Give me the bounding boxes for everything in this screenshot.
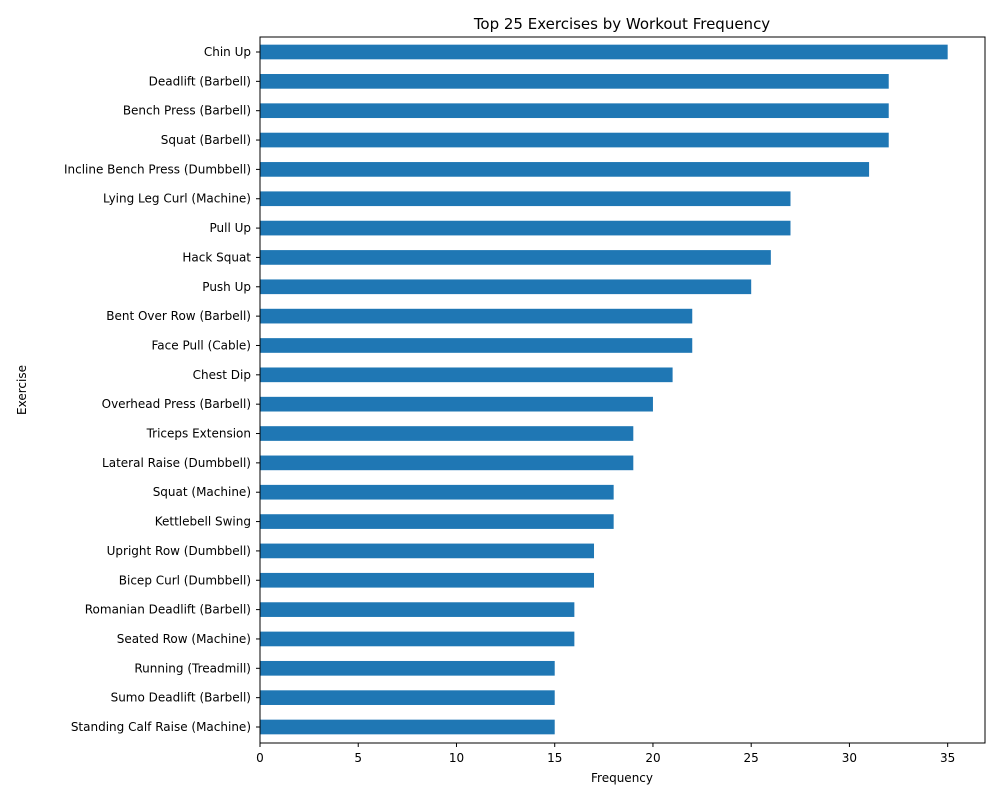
x-tick-label: 0 [256, 751, 264, 765]
bar [260, 338, 693, 353]
y-tick-label: Squat (Machine) [153, 485, 251, 499]
x-tick-label: 25 [744, 751, 759, 765]
bar [260, 250, 771, 265]
y-tick-label: Lying Leg Curl (Machine) [103, 192, 251, 206]
bar [260, 572, 595, 588]
y-tick-label: Lateral Raise (Dumbbell) [102, 456, 251, 470]
bar [260, 514, 614, 529]
y-tick-label: Kettlebell Swing [155, 515, 251, 529]
y-axis-label: Exercise [15, 365, 29, 415]
y-tick-label: Pull Up [209, 221, 251, 235]
bar [260, 220, 791, 236]
bar [260, 132, 889, 148]
x-tick-label: 15 [547, 751, 562, 765]
bar [260, 191, 791, 207]
y-tick-label: Chest Dip [193, 368, 251, 382]
y-tick-label: Running (Treadmill) [134, 661, 251, 675]
y-tick-label: Upright Row (Dumbbell) [107, 544, 251, 558]
x-tick-label: 30 [842, 751, 857, 765]
bar [260, 74, 889, 89]
bar [260, 455, 634, 471]
y-tick-label: Push Up [202, 280, 251, 294]
chart-title: Top 25 Exercises by Workout Frequency [473, 15, 770, 33]
bar [260, 631, 575, 647]
bar [260, 484, 614, 500]
bars-group [260, 44, 948, 735]
y-tick-label: Sumo Deadlift (Barbell) [111, 691, 251, 705]
bar [260, 543, 595, 559]
bar [260, 103, 889, 119]
bar [260, 367, 673, 383]
y-tick-label: Face Pull (Cable) [152, 338, 252, 352]
bar [260, 426, 634, 441]
x-tick-label: 20 [645, 751, 660, 765]
x-tick-label: 5 [354, 751, 362, 765]
y-tick-label: Hack Squat [182, 250, 251, 264]
x-axis-ticks: 0 5 10 15 20 25 30 35 [256, 743, 955, 765]
x-tick-label: 35 [940, 751, 955, 765]
bar [260, 396, 653, 412]
bar [260, 690, 555, 705]
bar [260, 162, 870, 177]
x-axis-label: Frequency [591, 771, 653, 785]
plot-frame [259, 36, 986, 744]
bar [260, 308, 693, 324]
x-tick-label: 10 [449, 751, 464, 765]
y-tick-label: Bench Press (Barbell) [123, 104, 251, 118]
y-axis-ticks: Chin Up Deadlift (Barbell) Bench Press (Ba… [64, 45, 260, 734]
y-tick-label: Squat (Barbell) [161, 133, 251, 147]
bar [260, 660, 555, 676]
bar [260, 44, 948, 60]
bar [260, 279, 752, 295]
bar [260, 719, 555, 735]
y-tick-label: Triceps Extension [146, 427, 251, 441]
y-tick-label: Seated Row (Machine) [117, 632, 251, 646]
bar [260, 602, 575, 617]
y-tick-label: Standing Calf Raise (Machine) [71, 720, 251, 734]
y-tick-label: Bent Over Row (Barbell) [106, 309, 251, 323]
y-tick-label: Deadlift (Barbell) [149, 74, 251, 88]
y-tick-label: Incline Bench Press (Dumbbell) [64, 162, 251, 176]
y-tick-label: Bicep Curl (Dumbbell) [119, 573, 251, 587]
y-tick-label: Overhead Press (Barbell) [102, 397, 251, 411]
y-tick-label: Romanian Deadlift (Barbell) [85, 603, 251, 617]
y-tick-label: Chin Up [204, 45, 251, 59]
